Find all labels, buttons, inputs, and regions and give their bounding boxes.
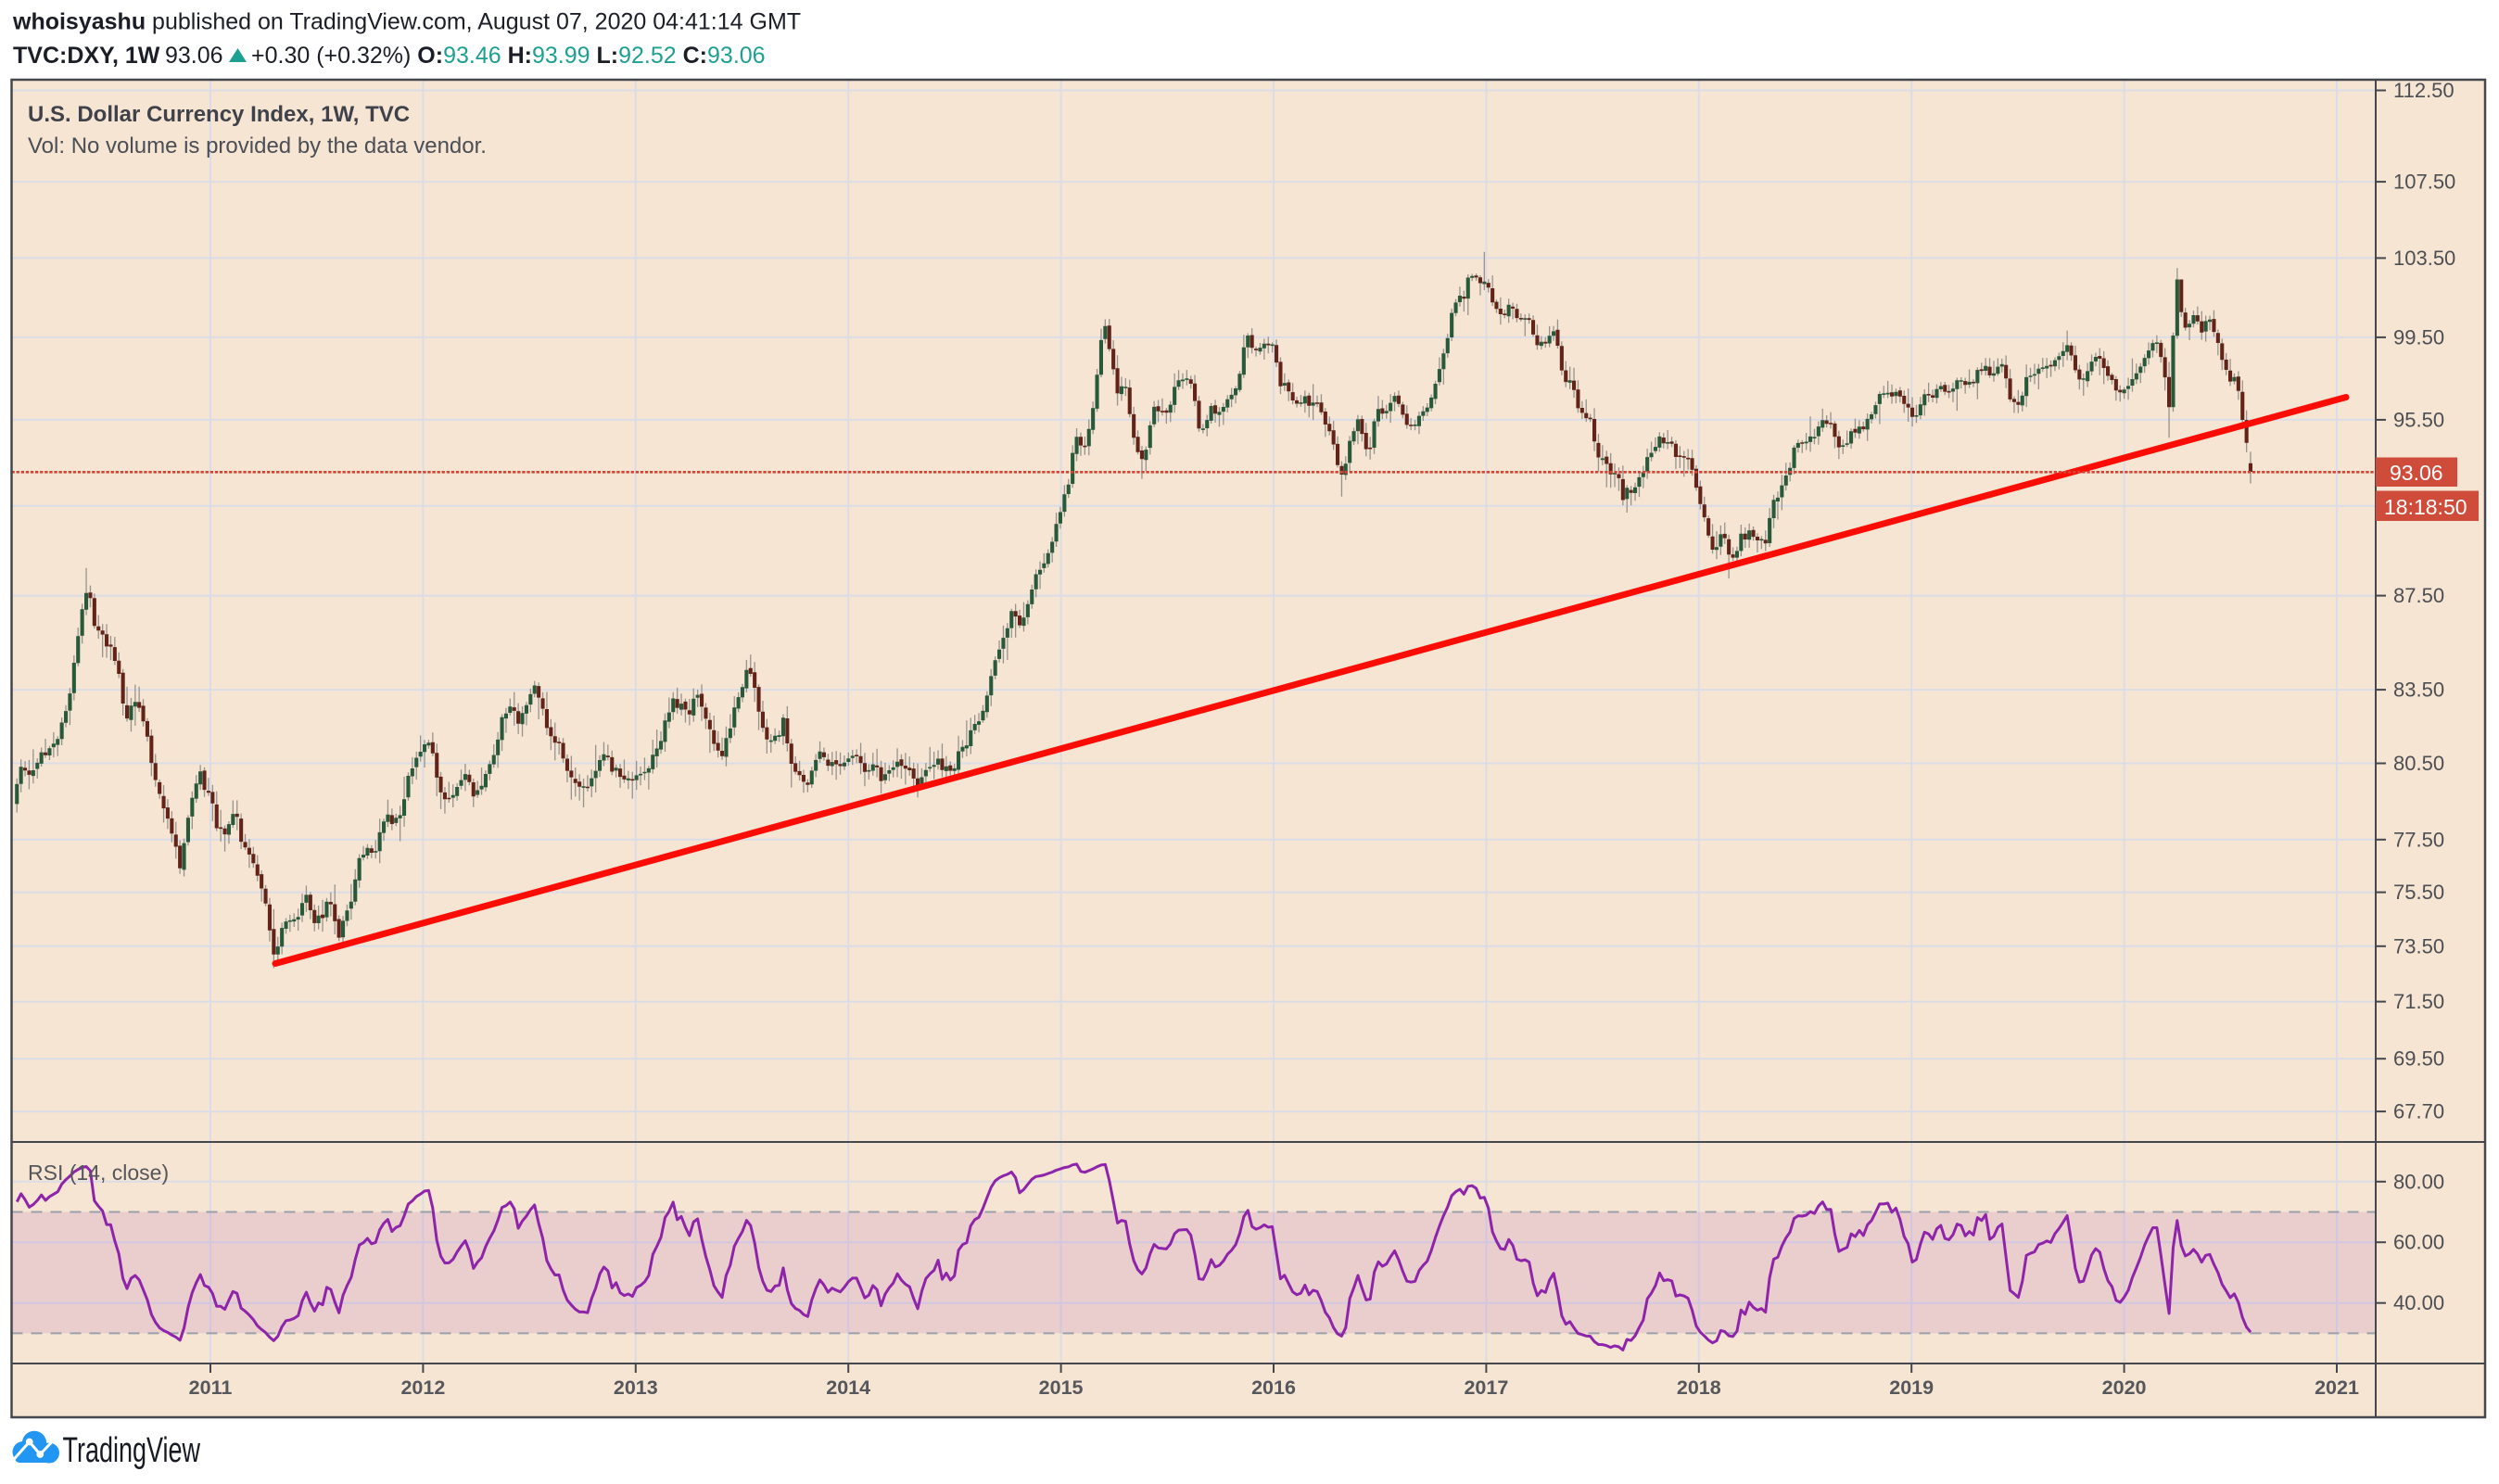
svg-text:2016: 2016: [1251, 1376, 1296, 1399]
svg-text:+0.30 (+0.32%) O:93.46 H:93.99: +0.30 (+0.32%) O:93.46 H:93.99 L:92.52 C…: [251, 43, 766, 69]
svg-text:2018: 2018: [1677, 1376, 1721, 1399]
svg-text:60.00: 60.00: [2393, 1231, 2444, 1254]
svg-text:87.50: 87.50: [2393, 584, 2444, 607]
svg-text:U.S. Dollar Currency Index, 1W: U.S. Dollar Currency Index, 1W, TVC: [28, 102, 410, 127]
svg-text:TradingView: TradingView: [63, 1430, 201, 1470]
svg-text:2014: 2014: [826, 1376, 870, 1399]
svg-text:93.06: 93.06: [165, 43, 223, 69]
svg-text:RSI (14, close): RSI (14, close): [28, 1161, 169, 1185]
svg-text:2012: 2012: [400, 1376, 445, 1399]
svg-text:2015: 2015: [1039, 1376, 1084, 1399]
svg-text:77.50: 77.50: [2393, 828, 2444, 851]
svg-text:103.50: 103.50: [2393, 247, 2455, 270]
svg-text:93.06: 93.06: [2390, 461, 2443, 485]
svg-text:67.70: 67.70: [2393, 1100, 2444, 1123]
svg-text:107.50: 107.50: [2393, 171, 2455, 194]
svg-text:80.50: 80.50: [2393, 752, 2444, 775]
svg-text:40.00: 40.00: [2393, 1291, 2444, 1314]
svg-text:75.50: 75.50: [2393, 881, 2444, 904]
svg-text:Vol: No volume is provided by: Vol: No volume is provided by the data v…: [28, 133, 487, 159]
svg-text:2017: 2017: [1464, 1376, 1508, 1399]
svg-text:71.50: 71.50: [2393, 990, 2444, 1013]
svg-text:99.50: 99.50: [2393, 325, 2444, 349]
svg-text:80.00: 80.00: [2393, 1170, 2444, 1193]
svg-text:TVC:DXY, 1W: TVC:DXY, 1W: [13, 43, 160, 69]
svg-text:2020: 2020: [2102, 1376, 2147, 1399]
svg-text:2019: 2019: [1889, 1376, 1934, 1399]
svg-text:95.50: 95.50: [2393, 408, 2444, 431]
svg-text:2013: 2013: [614, 1376, 658, 1399]
svg-text:73.50: 73.50: [2393, 934, 2444, 958]
svg-text:2021: 2021: [2315, 1376, 2359, 1399]
svg-text:whoisyashu published on Tradin: whoisyashu published on TradingView.com,…: [12, 9, 801, 35]
svg-text:69.50: 69.50: [2393, 1047, 2444, 1071]
svg-text:112.50: 112.50: [2393, 79, 2455, 102]
svg-text:2011: 2011: [189, 1376, 233, 1399]
svg-text:18:18:50: 18:18:50: [2384, 495, 2467, 519]
svg-text:83.50: 83.50: [2393, 679, 2444, 702]
